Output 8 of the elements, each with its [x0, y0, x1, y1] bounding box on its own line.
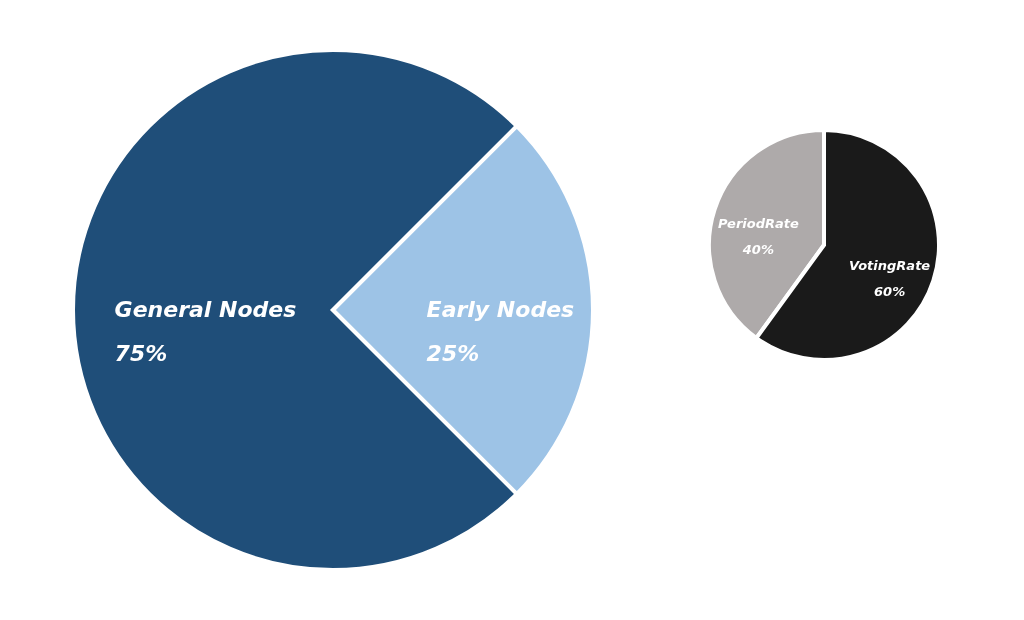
- slice-label: PeriodRate: [717, 215, 800, 231]
- data-label: 75%: [114, 341, 168, 366]
- slice-label: Early Nodes: [426, 297, 575, 322]
- data-label: 60%: [874, 284, 906, 300]
- data-label: 25%: [426, 341, 480, 366]
- slice-label: General Nodes: [114, 297, 297, 322]
- slice-label: VotingRate: [849, 258, 931, 274]
- data-label: 40%: [741, 241, 774, 257]
